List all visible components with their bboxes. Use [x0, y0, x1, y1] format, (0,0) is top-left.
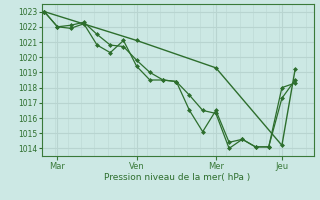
X-axis label: Pression niveau de la mer( hPa ): Pression niveau de la mer( hPa ) [104, 173, 251, 182]
